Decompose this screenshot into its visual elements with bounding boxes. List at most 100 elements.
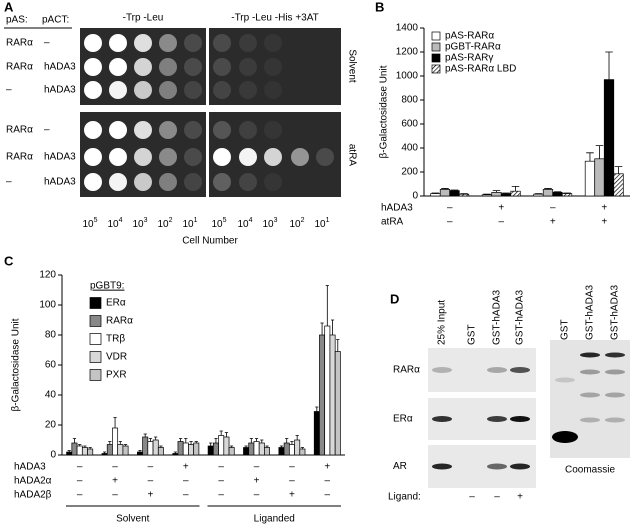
bar (319, 334, 326, 456)
colony-spot (84, 34, 102, 52)
bar (613, 173, 624, 197)
lane-label: 25% Input (437, 300, 448, 345)
legend-swatch (431, 31, 441, 41)
bar (283, 442, 290, 456)
condition-label: atRA (346, 144, 357, 167)
error-bar (88, 447, 92, 449)
ligand-symbol: + (517, 492, 523, 503)
colony-spot (213, 81, 231, 99)
bar (458, 193, 470, 197)
colony-spot (84, 121, 102, 139)
dilution-exponent: 4 (249, 217, 253, 224)
legend-swatch (431, 42, 441, 52)
bar (218, 435, 225, 456)
condition-symbol: + (324, 462, 330, 473)
condition-symbol: + (550, 217, 556, 228)
legend-label: TRβ (106, 334, 125, 345)
colony-spot (159, 81, 177, 99)
dilution-base: 10 (262, 219, 274, 230)
condition-row-label: hADA3 (381, 203, 413, 214)
bar (430, 193, 441, 197)
error-bar (614, 166, 623, 174)
colony-spot (239, 34, 257, 52)
colony-spot (109, 148, 127, 166)
gel-band (580, 417, 600, 423)
row-label: hADA3 (44, 85, 76, 96)
error-bar (244, 445, 248, 448)
protein-label: ERα (393, 414, 413, 425)
bar (101, 453, 108, 456)
error-bar (441, 188, 449, 190)
bar (193, 442, 200, 456)
legend-label: pGBT-RARα (445, 42, 501, 53)
colony-spot (84, 81, 102, 99)
dilution-label: 105 (82, 217, 97, 230)
bar (329, 334, 336, 456)
dilution-base: 10 (289, 219, 301, 230)
error-bar (431, 192, 440, 194)
row-label: hADA3 (44, 152, 76, 163)
gel-band (432, 367, 452, 373)
error-bar (159, 445, 163, 448)
error-bar (230, 445, 234, 448)
bar (112, 427, 119, 456)
condition-symbol: – (218, 490, 224, 501)
error-bar (511, 186, 520, 192)
gel-band (555, 377, 575, 383)
bar (147, 441, 154, 456)
error-bar (325, 285, 329, 326)
error-bar (214, 438, 218, 443)
error-bar (502, 192, 510, 194)
colony-spot (184, 81, 202, 99)
condition-symbol: – (498, 217, 504, 228)
bar (248, 442, 255, 456)
dilution-label: 105 (211, 217, 226, 230)
condition-symbol: – (325, 476, 331, 487)
bar (561, 193, 573, 197)
error-bar (265, 445, 269, 448)
colony-spot (316, 148, 334, 166)
error-bar (189, 441, 193, 445)
colony-spot (109, 81, 127, 99)
dilution-exponent: 2 (301, 217, 305, 224)
legend-swatch (89, 315, 102, 327)
condition-symbol: – (112, 490, 118, 501)
bar (122, 445, 129, 456)
condition-symbol: – (77, 476, 83, 487)
condition-symbol: – (254, 462, 260, 473)
plate-image (209, 28, 341, 105)
error-bar (219, 430, 223, 436)
legend-label: PXR (106, 370, 127, 381)
error-bar (492, 190, 501, 193)
error-bar (138, 450, 142, 452)
bar (313, 411, 320, 456)
y-tick-label: 120 (39, 270, 56, 281)
colony-spot (239, 58, 257, 76)
condition-label: Solvent (346, 49, 357, 83)
dilution-label: 103 (262, 217, 277, 230)
error-bar (113, 417, 117, 428)
y-tick-label: 0 (50, 450, 56, 461)
pas-label: pAS: (6, 15, 28, 26)
dilution-label: 103 (132, 217, 147, 230)
lane-label: GST-hADA3 (585, 285, 596, 340)
colony-spot (239, 173, 257, 191)
error-bar (605, 51, 613, 80)
dilution-exponent: 1 (326, 217, 330, 224)
colony-spot (291, 148, 309, 166)
gel-band (605, 392, 625, 398)
bar (552, 192, 563, 197)
error-bar (586, 152, 594, 162)
panel-letter: B (375, 0, 384, 14)
colony-spot (239, 81, 257, 99)
ligand-symbol: – (469, 492, 475, 503)
gel-band (510, 416, 530, 422)
error-bar (143, 433, 147, 437)
bar (449, 190, 460, 197)
ligand-label: Ligand: (388, 492, 421, 503)
bar (294, 439, 301, 456)
legend-label: pAS-RARα LBD (445, 64, 516, 75)
bar (243, 447, 250, 456)
colony-spot (134, 173, 152, 191)
y-tick-label: 80 (45, 330, 57, 341)
